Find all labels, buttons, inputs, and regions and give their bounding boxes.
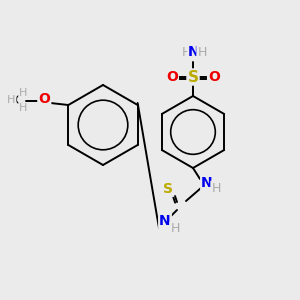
Text: N: N xyxy=(188,45,200,59)
Text: C: C xyxy=(14,94,23,106)
Text: H: H xyxy=(7,95,16,105)
Text: H: H xyxy=(181,46,191,59)
Text: N: N xyxy=(201,176,213,190)
Text: S: S xyxy=(188,70,199,85)
Text: H: H xyxy=(211,182,221,194)
Text: H: H xyxy=(19,88,28,98)
Text: H: H xyxy=(170,223,180,236)
Text: O: O xyxy=(38,92,50,106)
Text: O: O xyxy=(208,70,220,84)
Text: H: H xyxy=(197,46,207,59)
Text: H: H xyxy=(19,103,28,113)
Text: N: N xyxy=(159,214,171,228)
Text: O: O xyxy=(166,70,178,84)
Text: S: S xyxy=(163,182,173,196)
